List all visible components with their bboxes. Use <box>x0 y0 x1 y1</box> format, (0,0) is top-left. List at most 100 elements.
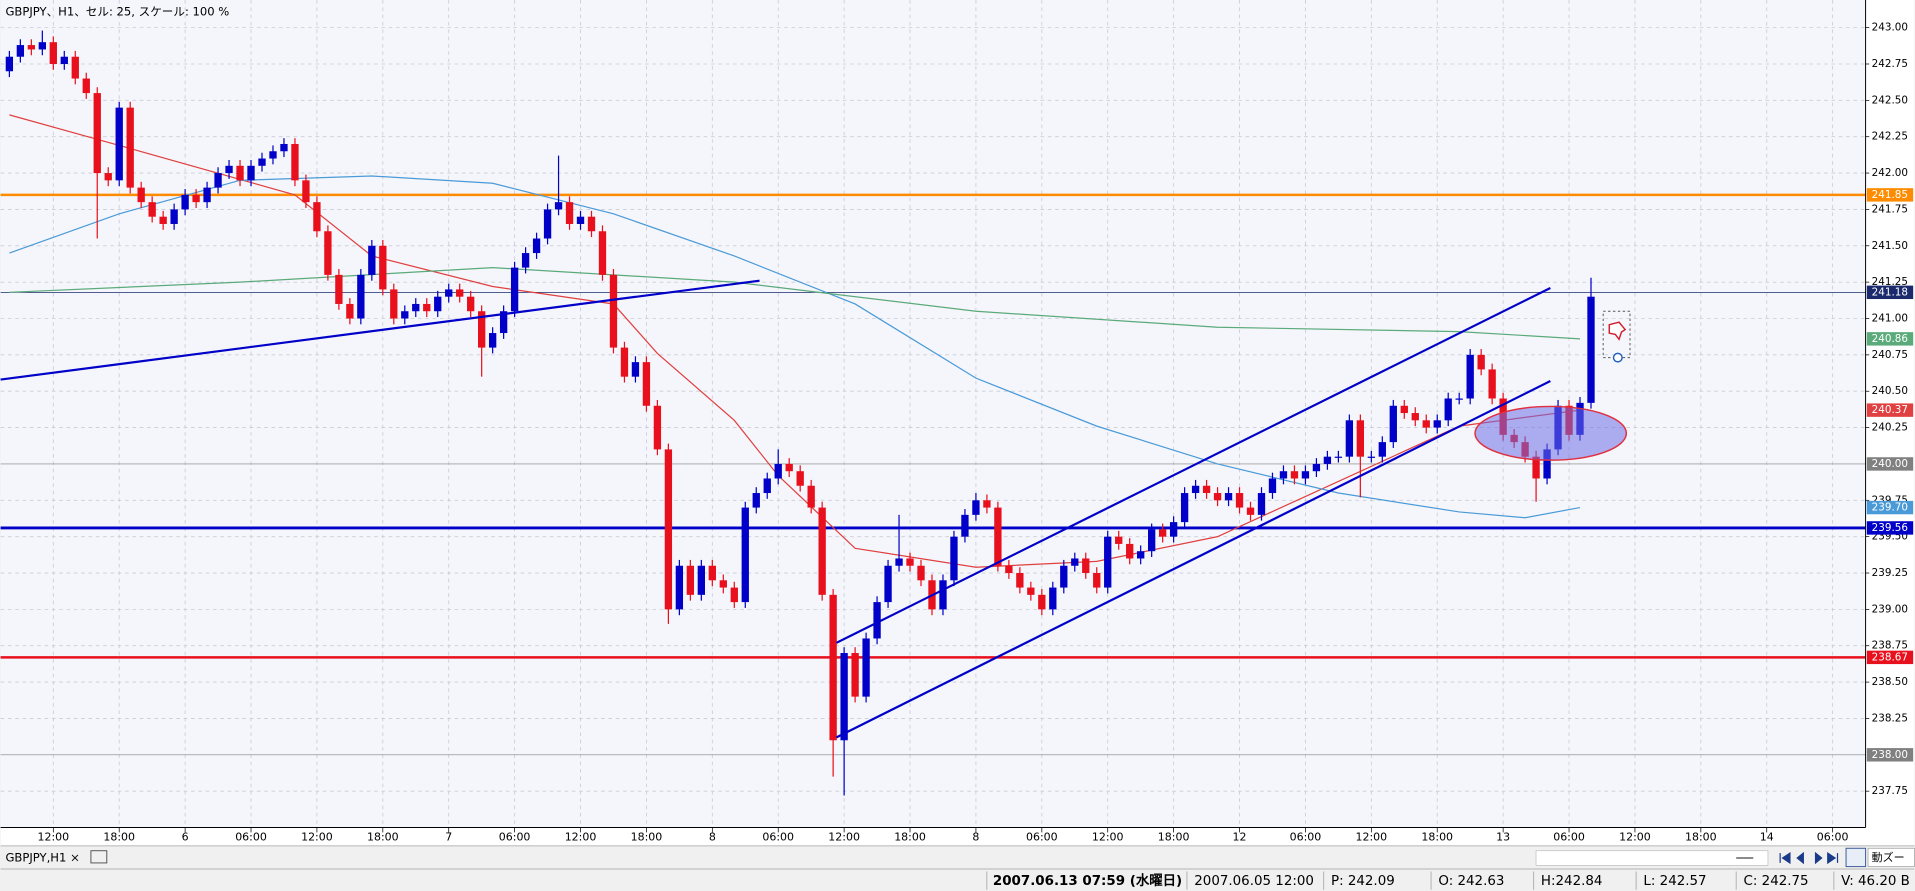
candle-body <box>862 638 870 697</box>
candle-body <box>1191 485 1200 494</box>
candle-body <box>1213 493 1222 501</box>
candle-body <box>1301 471 1310 479</box>
y-tick-label: 237.75 <box>1872 785 1908 797</box>
candle-body <box>983 500 991 508</box>
price-label-box <box>1866 188 1914 202</box>
x-tick-label: 13 <box>1496 830 1510 843</box>
candle-body <box>1587 296 1595 403</box>
level-label: 240.00 <box>1872 458 1908 470</box>
candle-body <box>1224 493 1233 501</box>
candle-body <box>851 653 859 697</box>
x-tick-label: 12 <box>1233 830 1247 843</box>
candle-body <box>1115 536 1123 544</box>
y-tick-label: 242.50 <box>1872 94 1908 106</box>
price-label-box <box>1866 650 1914 665</box>
zoom-icon[interactable] <box>1845 847 1867 868</box>
y-tick-label: 241.00 <box>1872 313 1908 325</box>
candle-body <box>1389 405 1397 443</box>
tab-icon[interactable] <box>90 850 108 864</box>
candle-body <box>258 158 266 166</box>
candle-body <box>38 42 46 50</box>
scroll-buttons[interactable] <box>1779 851 1839 865</box>
x-tick-label: 12:00 <box>565 830 597 843</box>
level-label: 241.18 <box>1872 286 1908 298</box>
candle-body <box>1312 463 1321 472</box>
price-label-box <box>1866 500 1914 515</box>
scrollbar[interactable] <box>1535 850 1769 866</box>
y-tick-label: 242.75 <box>1872 58 1908 70</box>
price-label-box <box>1866 285 1914 300</box>
candle-body <box>774 463 782 479</box>
x-tick-label: 18:00 <box>1685 830 1717 843</box>
candle-body <box>620 347 629 377</box>
candle-body <box>467 296 475 312</box>
candle-body <box>1345 420 1354 457</box>
candle-body <box>1257 493 1266 515</box>
candle-body <box>1027 587 1035 595</box>
zoom-button[interactable] <box>1867 847 1915 867</box>
x-tick-label: 06:00 <box>762 830 794 843</box>
x-tick-label: 18:00 <box>367 830 399 843</box>
candle-body <box>1466 354 1474 399</box>
grid <box>0 0 1866 828</box>
candle-body <box>719 580 727 588</box>
candle-body <box>895 558 903 566</box>
y-tick-label: 240.25 <box>1872 422 1908 434</box>
y-tick-label: 241.75 <box>1872 203 1908 215</box>
candle-body <box>741 507 749 603</box>
tab-label[interactable]: GBPJPY,H1 <box>5 851 66 865</box>
y-tick-label: 241.50 <box>1872 240 1908 252</box>
candle-body <box>917 565 925 581</box>
candle-body <box>313 202 321 232</box>
candle-body <box>785 463 793 472</box>
candle-body <box>1411 413 1419 421</box>
price-label-box <box>1866 403 1914 417</box>
candle-body <box>1169 522 1178 537</box>
ma-label: 239.70 <box>1872 502 1908 514</box>
time-axis-bg <box>0 827 1915 846</box>
candle-body <box>1060 565 1068 588</box>
tab-close[interactable]: × <box>70 851 80 865</box>
x-tick-label: 06:00 <box>1817 830 1849 843</box>
candle-body <box>1126 543 1134 559</box>
candle-body <box>1488 369 1496 399</box>
candle-body <box>1444 398 1452 421</box>
moving-averages <box>9 114 1581 568</box>
candle-body <box>708 565 716 581</box>
candle-body <box>302 180 310 203</box>
candle-body <box>686 565 695 595</box>
zoom-button-label[interactable]: 動ズー <box>1872 850 1905 864</box>
candle-body <box>1378 442 1386 457</box>
candle-body <box>1038 594 1046 610</box>
candle-body <box>27 45 36 50</box>
x-tick-label: 06:00 <box>235 830 267 843</box>
x-tick-label: 18:00 <box>631 830 663 843</box>
candle-body <box>324 231 332 275</box>
status-price: P: 242.09 <box>1331 874 1395 889</box>
candle-body <box>247 165 255 181</box>
candle-body <box>1137 551 1145 559</box>
x-tick-label: 7 <box>445 830 452 843</box>
candle-body <box>587 216 596 232</box>
candle-body <box>115 107 123 181</box>
y-tick-label: 242.25 <box>1872 131 1908 143</box>
candle-body <box>1071 558 1079 566</box>
candle-body <box>884 565 892 603</box>
candle-body <box>1093 573 1101 588</box>
candle-body <box>1082 558 1090 574</box>
candle-body <box>840 653 848 741</box>
candle-body <box>1158 529 1167 537</box>
candle-body <box>357 274 365 319</box>
price-label-box <box>1866 457 1914 471</box>
candle-body <box>994 507 1002 566</box>
candle-body <box>1005 565 1013 574</box>
trendline <box>0 279 760 381</box>
candle-body <box>5 56 14 72</box>
y-tick-label: 242.00 <box>1872 167 1908 179</box>
status-close: C: 242.75 <box>1744 874 1809 889</box>
candle-body <box>873 602 881 639</box>
candle-body <box>763 478 771 494</box>
